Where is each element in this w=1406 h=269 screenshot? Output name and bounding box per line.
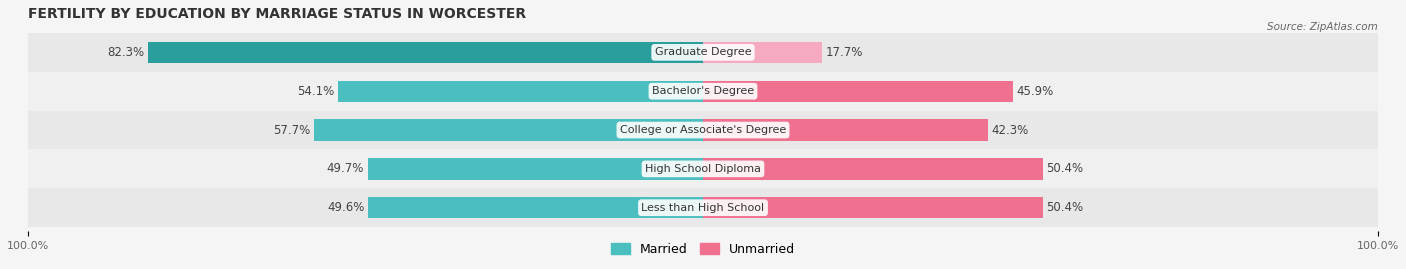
Text: Bachelor's Degree: Bachelor's Degree bbox=[652, 86, 754, 96]
Text: Source: ZipAtlas.com: Source: ZipAtlas.com bbox=[1267, 22, 1378, 31]
Legend: Married, Unmarried: Married, Unmarried bbox=[606, 238, 800, 261]
Text: Less than High School: Less than High School bbox=[641, 203, 765, 213]
Text: FERTILITY BY EDUCATION BY MARRIAGE STATUS IN WORCESTER: FERTILITY BY EDUCATION BY MARRIAGE STATU… bbox=[28, 7, 526, 21]
Text: 82.3%: 82.3% bbox=[107, 46, 145, 59]
Bar bbox=[28, 111, 1378, 150]
Bar bbox=[28, 150, 1378, 188]
Text: 50.4%: 50.4% bbox=[1046, 162, 1084, 175]
Bar bbox=[703, 119, 988, 141]
Text: 54.1%: 54.1% bbox=[297, 85, 335, 98]
Text: 17.7%: 17.7% bbox=[825, 46, 863, 59]
Text: College or Associate's Degree: College or Associate's Degree bbox=[620, 125, 786, 135]
Text: 57.7%: 57.7% bbox=[273, 123, 311, 137]
Bar bbox=[703, 42, 823, 63]
Bar bbox=[337, 80, 703, 102]
Bar bbox=[314, 119, 703, 141]
Text: 50.4%: 50.4% bbox=[1046, 201, 1084, 214]
Bar bbox=[703, 158, 1043, 180]
Text: 45.9%: 45.9% bbox=[1017, 85, 1053, 98]
Bar bbox=[703, 197, 1043, 218]
Bar bbox=[367, 158, 703, 180]
Bar bbox=[368, 197, 703, 218]
Text: Graduate Degree: Graduate Degree bbox=[655, 47, 751, 57]
Text: 49.6%: 49.6% bbox=[328, 201, 366, 214]
Bar bbox=[703, 80, 1012, 102]
Bar bbox=[28, 188, 1378, 227]
Text: 42.3%: 42.3% bbox=[991, 123, 1029, 137]
Bar bbox=[148, 42, 703, 63]
Text: 49.7%: 49.7% bbox=[326, 162, 364, 175]
Bar bbox=[28, 33, 1378, 72]
Text: High School Diploma: High School Diploma bbox=[645, 164, 761, 174]
Bar bbox=[28, 72, 1378, 111]
